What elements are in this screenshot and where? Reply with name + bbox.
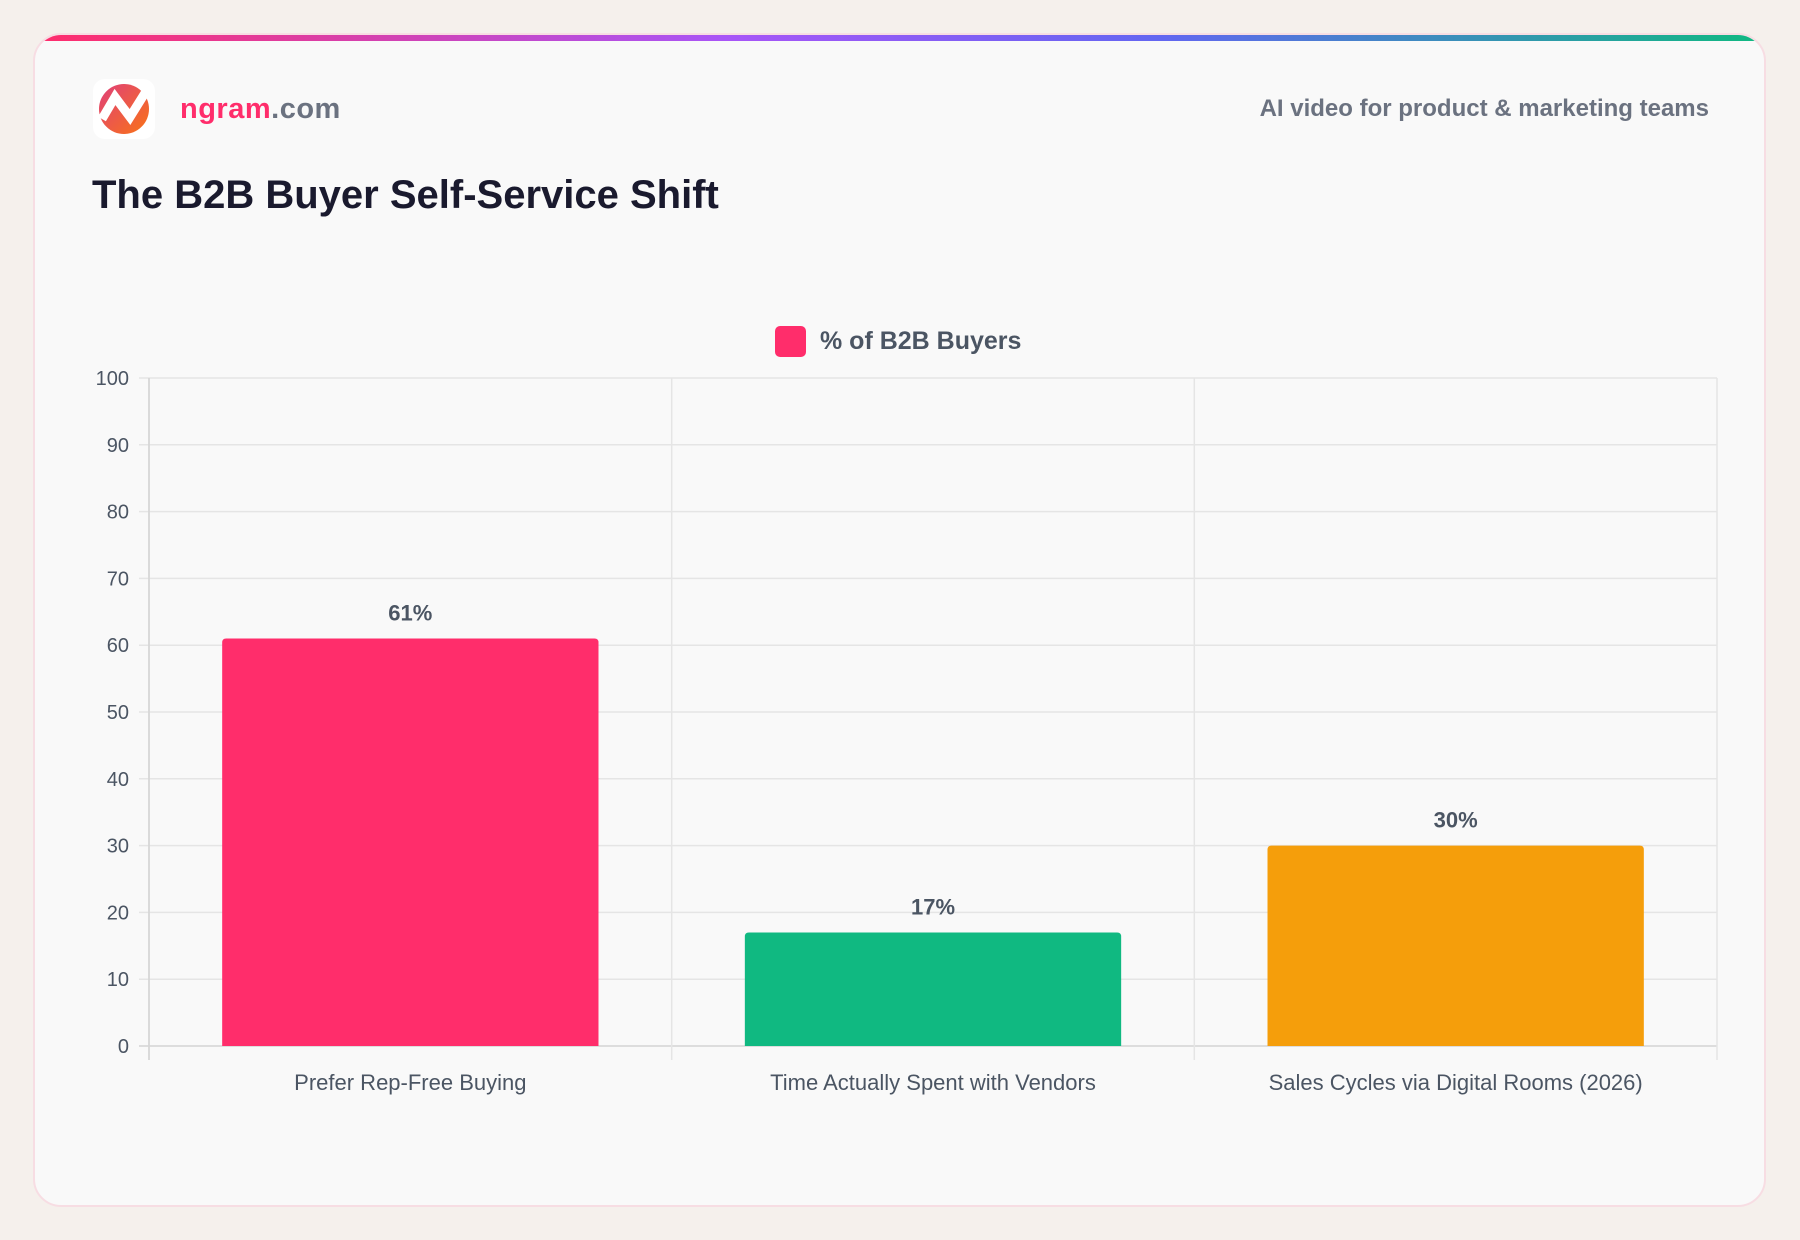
tagline: AI video for product & marketing teams [1259, 95, 1709, 122]
y-tick-label: 70 [107, 568, 129, 590]
brand-name: ngram.com [180, 93, 341, 126]
y-tick-label: 90 [107, 435, 129, 457]
data-label: 61% [388, 601, 432, 626]
data-label: 17% [911, 894, 955, 919]
y-tick-label: 20 [107, 902, 129, 924]
x-tick-label: Prefer Rep-Free Buying [294, 1070, 526, 1095]
y-tick-label: 50 [107, 702, 129, 724]
gradient-accent-bar [35, 35, 1764, 41]
y-tick-label: 40 [107, 769, 129, 791]
brand-main: ngram [180, 93, 272, 125]
legend-label: % of B2B Buyers [820, 327, 1021, 355]
y-tick-label: 100 [96, 368, 129, 390]
y-tick-label: 60 [107, 635, 129, 657]
legend-swatch [775, 326, 806, 357]
x-tick-label: Time Actually Spent with Vendors [770, 1070, 1096, 1095]
y-tick-label: 30 [107, 836, 129, 858]
y-tick-label: 80 [107, 502, 129, 524]
brand-suffix: .com [271, 93, 341, 125]
y-tick-label: 0 [118, 1036, 129, 1058]
bar [222, 638, 599, 1046]
ngram-logo [93, 79, 155, 139]
data-label: 30% [1434, 808, 1478, 833]
x-tick-label: Sales Cycles via Digital Rooms (2026) [1269, 1070, 1643, 1095]
y-tick-label: 10 [107, 969, 129, 991]
bar [744, 932, 1122, 1046]
page-title: The B2B Buyer Self-Service Shift [92, 173, 719, 217]
bar [1267, 845, 1644, 1046]
